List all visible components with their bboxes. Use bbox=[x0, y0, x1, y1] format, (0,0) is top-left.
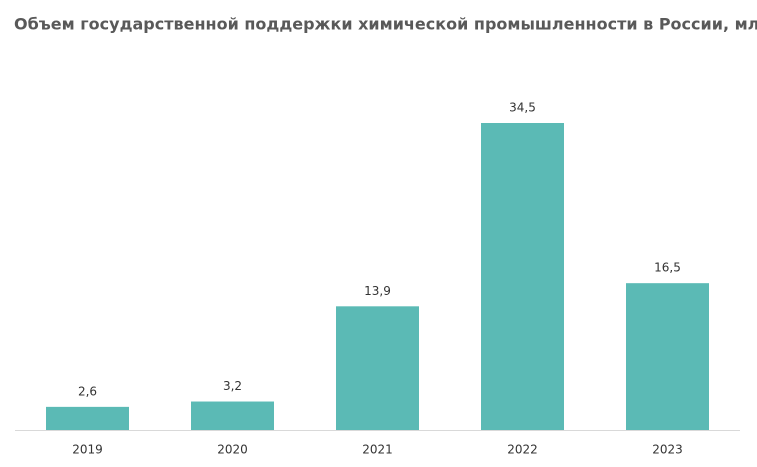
x-tick-label: 2023 bbox=[652, 443, 683, 457]
bar bbox=[626, 283, 709, 430]
data-label: 16,5 bbox=[654, 261, 681, 275]
bar bbox=[481, 123, 564, 430]
data-label: 13,9 bbox=[364, 284, 391, 298]
bar bbox=[336, 306, 419, 430]
x-tick-label: 2021 bbox=[362, 443, 393, 457]
data-label: 3,2 bbox=[223, 379, 242, 393]
bar bbox=[191, 401, 274, 430]
x-tick-label: 2020 bbox=[217, 443, 248, 457]
chart-title: Объем государственной поддержки химическ… bbox=[14, 15, 757, 34]
data-label: 2,6 bbox=[78, 384, 97, 398]
x-tick-label: 2019 bbox=[72, 443, 103, 457]
bar bbox=[46, 406, 129, 430]
data-label: 34,5 bbox=[509, 101, 536, 115]
x-tick-label: 2022 bbox=[507, 443, 538, 457]
